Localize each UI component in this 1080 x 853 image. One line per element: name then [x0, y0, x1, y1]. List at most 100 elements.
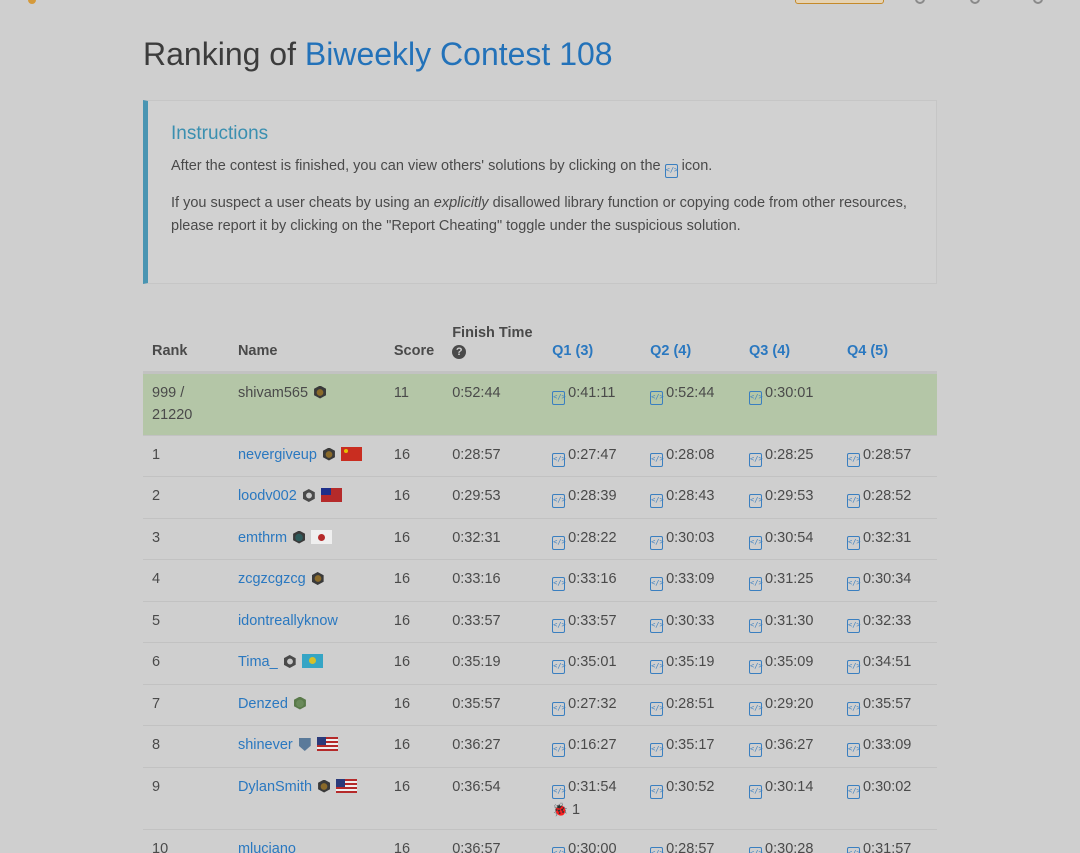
- avatar[interactable]: [1033, 0, 1043, 4]
- q2-cell[interactable]: </> 0:52:44: [641, 372, 741, 435]
- code-icon[interactable]: </>: [846, 618, 861, 633]
- code-icon[interactable]: </>: [846, 452, 861, 467]
- code-icon[interactable]: </>: [650, 577, 664, 591]
- q2-cell[interactable]: </> 0:30:52: [641, 766, 741, 829]
- q3-cell[interactable]: </> 0:31:30: [740, 600, 838, 643]
- q2-cell[interactable]: </> 0:28:57: [641, 828, 741, 853]
- q1-cell[interactable]: </> 0:27:32: [543, 683, 642, 726]
- q4-cell[interactable]: </> 0:30:34: [837, 559, 937, 601]
- code-icon[interactable]: </>: [650, 660, 664, 674]
- logo-icon[interactable]: [28, 0, 36, 4]
- user-link[interactable]: zcgzcgzcg: [237, 571, 306, 587]
- help-icon[interactable]: ?: [452, 344, 467, 359]
- code-icon[interactable]: </>: [846, 743, 861, 757]
- code-icon[interactable]: </>: [552, 618, 566, 633]
- q4-cell[interactable]: </> 0:31:57: [837, 828, 937, 853]
- q1-cell[interactable]: </> 0:41:11: [543, 372, 642, 435]
- q4-cell[interactable]: </> 0:32:33: [837, 600, 937, 643]
- code-icon[interactable]: </>: [846, 701, 861, 716]
- q2-cell[interactable]: </> 0:35:19: [641, 642, 741, 684]
- code-icon[interactable]: </>: [552, 660, 566, 674]
- code-icon[interactable]: </>: [650, 494, 664, 508]
- code-icon[interactable]: </>: [650, 784, 664, 799]
- user-link[interactable]: loodv002: [237, 488, 297, 504]
- user-link[interactable]: shinever: [237, 737, 293, 753]
- q4-cell[interactable]: </> 0:33:09: [837, 725, 937, 767]
- q1-cell[interactable]: </> 0:33:57: [543, 600, 642, 643]
- code-icon[interactable]: </>: [552, 390, 566, 405]
- header-q2[interactable]: Q2 (4): [641, 306, 741, 374]
- q2-cell[interactable]: </> 0:28:43: [641, 476, 741, 518]
- code-icon[interactable]: </>: [552, 784, 566, 799]
- user-link[interactable]: DylanSmith: [237, 778, 313, 795]
- user-link[interactable]: Tima_: [237, 654, 278, 670]
- code-icon[interactable]: </>: [552, 535, 566, 550]
- q3-cell[interactable]: </> 0:31:25: [740, 559, 838, 601]
- q1-cell[interactable]: </> 0:31:54 🐞 1: [543, 766, 642, 829]
- q3-cell[interactable]: </> 0:30:14: [740, 766, 838, 829]
- q3-cell[interactable]: </> 0:30:01: [740, 372, 838, 435]
- header-q1[interactable]: Q1 (3): [543, 306, 642, 374]
- q3-cell[interactable]: </> 0:36:27: [740, 725, 838, 767]
- q2-cell[interactable]: </> 0:35:17: [641, 725, 741, 767]
- header-q4[interactable]: Q4 (5): [837, 306, 937, 374]
- code-icon[interactable]: </>: [749, 494, 763, 508]
- code-icon[interactable]: </>: [749, 577, 763, 591]
- q1-cell[interactable]: </> 0:30:00: [543, 828, 642, 853]
- code-icon[interactable]: </>: [650, 535, 664, 550]
- code-icon[interactable]: </>: [846, 535, 861, 550]
- q4-cell[interactable]: </> 0:28:57: [837, 434, 937, 477]
- code-icon[interactable]: </>: [650, 618, 664, 633]
- code-icon[interactable]: </>: [749, 618, 763, 633]
- code-icon[interactable]: </>: [552, 701, 566, 716]
- code-icon[interactable]: </>: [846, 494, 861, 508]
- q4-cell[interactable]: </> 0:35:57: [837, 683, 937, 726]
- q2-cell[interactable]: </> 0:30:03: [641, 517, 741, 560]
- q4-cell[interactable]: </> 0:30:02: [837, 766, 937, 829]
- code-icon[interactable]: </>: [749, 452, 763, 467]
- code-icon[interactable]: </>: [846, 784, 861, 799]
- q1-cell[interactable]: </> 0:35:01: [543, 642, 642, 684]
- q1-cell[interactable]: </> 0:33:16: [543, 559, 642, 601]
- q3-cell[interactable]: </> 0:29:20: [740, 683, 838, 726]
- q1-cell[interactable]: </> 0:27:47: [543, 434, 642, 477]
- q3-cell[interactable]: </> 0:29:53: [740, 476, 838, 518]
- code-icon[interactable]: </>: [552, 452, 566, 467]
- q3-cell[interactable]: </> 0:30:28: [740, 828, 838, 853]
- premium-button[interactable]: [795, 0, 884, 4]
- code-icon[interactable]: </>: [846, 846, 861, 853]
- q3-cell[interactable]: </> 0:28:25: [740, 434, 838, 477]
- code-icon[interactable]: </>: [846, 660, 861, 674]
- code-icon[interactable]: </>: [846, 577, 861, 591]
- code-icon[interactable]: </>: [749, 701, 763, 716]
- code-icon[interactable]: </>: [650, 846, 664, 853]
- code-icon[interactable]: </>: [749, 535, 763, 550]
- q4-cell[interactable]: </> 0:28:52: [837, 476, 937, 518]
- q2-cell[interactable]: </> 0:28:08: [641, 434, 741, 477]
- code-icon[interactable]: </>: [749, 846, 763, 853]
- user-link[interactable]: mluciano: [237, 840, 296, 853]
- q1-cell[interactable]: </> 0:28:39: [543, 476, 642, 518]
- q3-cell[interactable]: </> 0:35:09: [740, 642, 838, 684]
- code-icon[interactable]: </>: [650, 452, 664, 467]
- user-link[interactable]: idontreallyknow: [237, 612, 338, 629]
- code-icon[interactable]: </>: [552, 743, 566, 757]
- contest-link[interactable]: Biweekly Contest 108: [304, 36, 613, 72]
- search-icon[interactable]: [915, 0, 925, 4]
- notification-icon[interactable]: [970, 0, 980, 4]
- code-icon[interactable]: </>: [749, 390, 763, 405]
- user-link[interactable]: Denzed: [237, 695, 288, 712]
- header-q3[interactable]: Q3 (4): [740, 306, 838, 374]
- user-link[interactable]: nevergiveup: [237, 446, 317, 463]
- q2-cell[interactable]: </> 0:33:09: [641, 559, 741, 601]
- code-icon[interactable]: </>: [650, 743, 664, 757]
- q2-cell[interactable]: </> 0:28:51: [641, 683, 741, 726]
- q4-cell[interactable]: </> 0:32:31: [837, 517, 937, 560]
- q1-cell[interactable]: </> 0:16:27: [543, 725, 642, 767]
- q2-cell[interactable]: </> 0:30:33: [641, 600, 741, 643]
- code-icon[interactable]: </>: [749, 660, 763, 674]
- q4-cell[interactable]: </> 0:34:51: [837, 642, 937, 684]
- code-icon[interactable]: </>: [650, 701, 664, 716]
- code-icon[interactable]: </>: [650, 390, 664, 405]
- code-icon[interactable]: </>: [552, 577, 566, 591]
